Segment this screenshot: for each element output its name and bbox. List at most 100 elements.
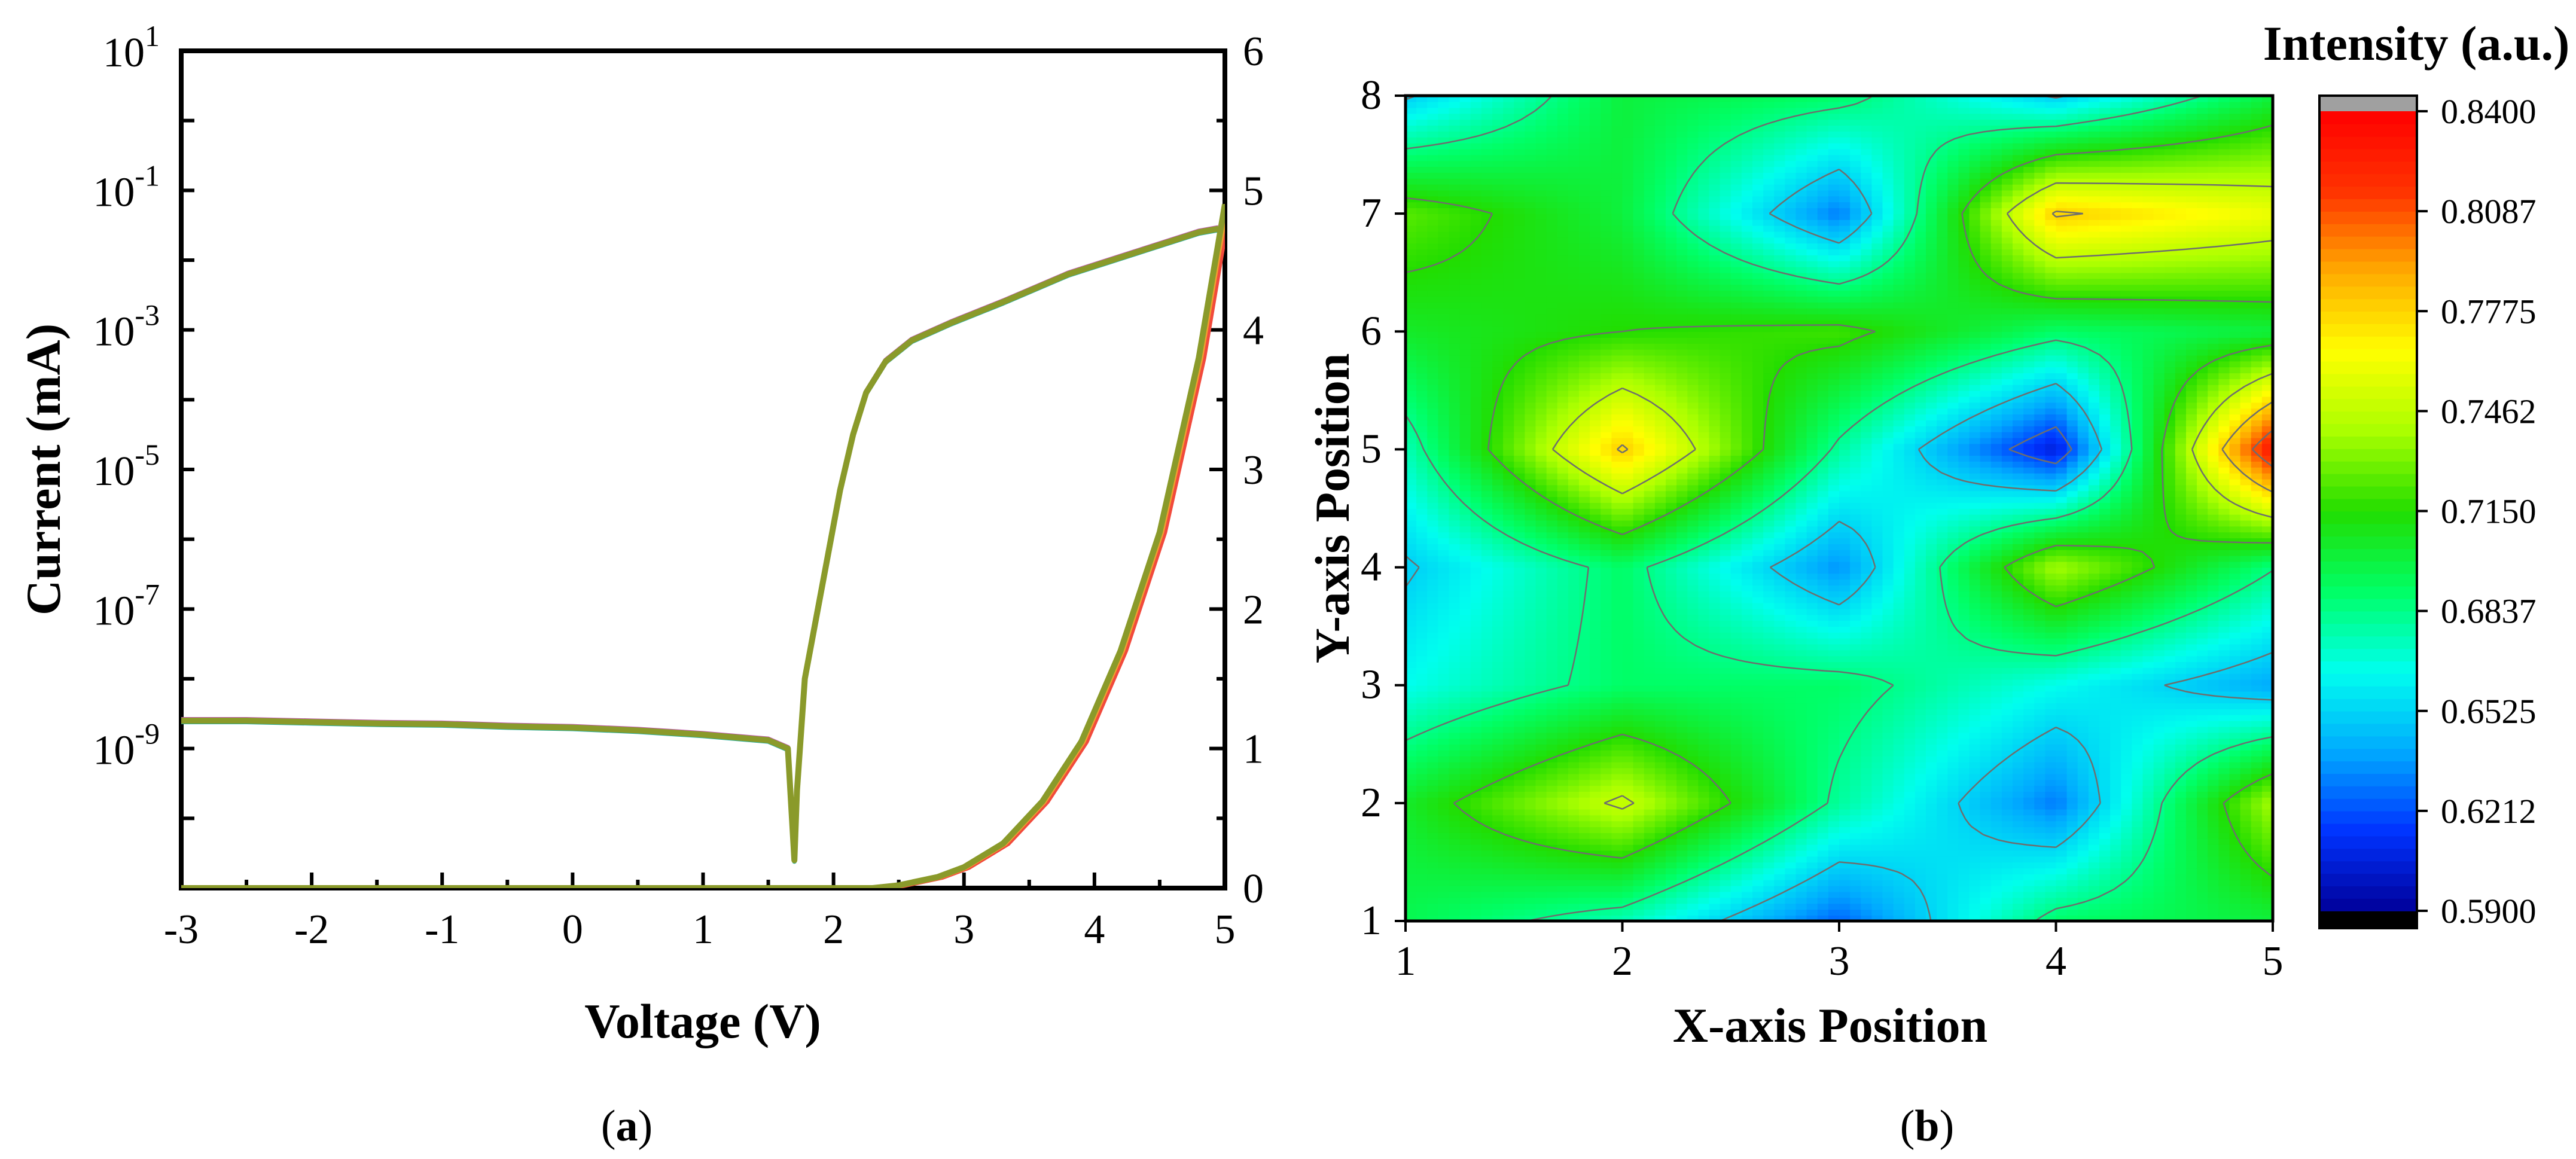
intensity-cell [1741,874,1753,880]
intensity-cell [1438,178,1450,185]
intensity-cell [1406,414,1417,420]
intensity-cell [1741,756,1753,762]
intensity-cell [1741,638,1753,645]
intensity-cell [1774,885,1786,892]
intensity-cell [1535,826,1547,833]
intensity-cell [1438,891,1450,898]
intensity-cell [1481,107,1493,114]
intensity-cell [1525,172,1537,179]
intensity-cell [1449,467,1461,474]
intensity-cell [1774,679,1786,686]
intensity-cell [1654,461,1666,468]
intensity-cell [1785,868,1797,874]
intensity-cell [1676,202,1688,209]
intensity-cell [1730,113,1742,120]
intensity-cell [1535,214,1547,220]
intensity-cell [1427,219,1439,226]
intensity-cell [1730,142,1742,150]
intensity-cell [1470,337,1482,344]
intensity-cell [1611,437,1623,444]
intensity-cell [1730,761,1742,768]
intensity-cell [1698,107,1710,114]
intensity-cell [1492,673,1504,680]
intensity-cell [1406,272,1417,279]
intensity-cell [1514,237,1526,244]
intensity-cell [1687,113,1699,120]
intensity-cell [1611,602,1623,609]
intensity-cell [1579,307,1590,315]
intensity-cell [1557,579,1569,585]
intensity-cell [1546,880,1558,886]
intensity-cell [1676,750,1688,757]
intensity-cell [1568,119,1580,126]
intensity-cell [1481,862,1493,869]
intensity-cell [1709,101,1721,108]
intensity-cell [1622,532,1634,539]
intensity-cell [1503,131,1515,138]
intensity-cell [1774,756,1786,762]
intensity-cell [1470,596,1482,603]
intensity-cell [1730,379,1742,385]
intensity-cell [1546,821,1558,828]
intensity-cell [1654,208,1666,214]
intensity-cell [1568,455,1580,462]
intensity-cell [1514,461,1526,468]
intensity-cell [1676,544,1688,550]
intensity-cell [1687,379,1699,385]
intensity-cell [1427,532,1439,539]
intensity-cell [1579,885,1590,892]
intensity-cell [1503,720,1515,727]
intensity-cell [1590,803,1602,810]
intensity-cell [1525,638,1537,645]
intensity-cell [1774,249,1786,255]
intensity-cell [1654,237,1666,244]
intensity-cell [1514,550,1526,556]
intensity-cell [1568,214,1580,220]
intensity-cell [1459,343,1471,350]
intensity-cell [1774,172,1786,179]
intensity-cell [1579,573,1590,580]
intensity-cell [1438,455,1450,462]
intensity-cell [1741,738,1753,745]
intensity-cell [1492,290,1504,297]
intensity-cell [1568,726,1580,733]
intensity-cell [1666,437,1677,444]
intensity-cell [1514,337,1526,344]
intensity-cell [1601,296,1612,303]
intensity-cell [1449,691,1461,698]
intensity-cell [1687,443,1699,450]
intensity-cell [1720,520,1731,527]
intensity-cell [1481,785,1493,792]
intensity-cell [1644,797,1656,804]
intensity-cell [1654,478,1666,486]
intensity-cell [1752,355,1764,362]
intensity-cell [1470,632,1482,639]
intensity-cell [1568,856,1580,863]
intensity-cell [1568,673,1580,680]
intensity-cell [1709,472,1721,480]
intensity-cell [1459,101,1471,108]
intensity-cell [1644,484,1656,492]
intensity-cell [1590,779,1602,786]
intensity-cell [1427,296,1439,303]
intensity-cell [1514,885,1526,892]
intensity-cell [1557,821,1569,828]
intensity-cell [1676,715,1688,721]
intensity-cell [1676,773,1688,780]
intensity-cell [1720,614,1731,621]
intensity-cell [1546,160,1558,167]
intensity-cell [1492,850,1504,857]
intensity-cell [1449,472,1461,480]
intensity-cell [1611,190,1623,197]
intensity-cell [1406,131,1417,138]
intensity-cell [1546,484,1558,492]
intensity-cell [1579,815,1590,822]
intensity-cell [1481,113,1493,120]
intensity-cell [1633,373,1645,379]
intensity-cell [1525,272,1537,279]
intensity-cell [1546,461,1558,468]
intensity-cell [1622,850,1634,857]
intensity-cell [1470,715,1482,721]
intensity-cell [1481,490,1493,498]
intensity-cell [1514,874,1526,880]
